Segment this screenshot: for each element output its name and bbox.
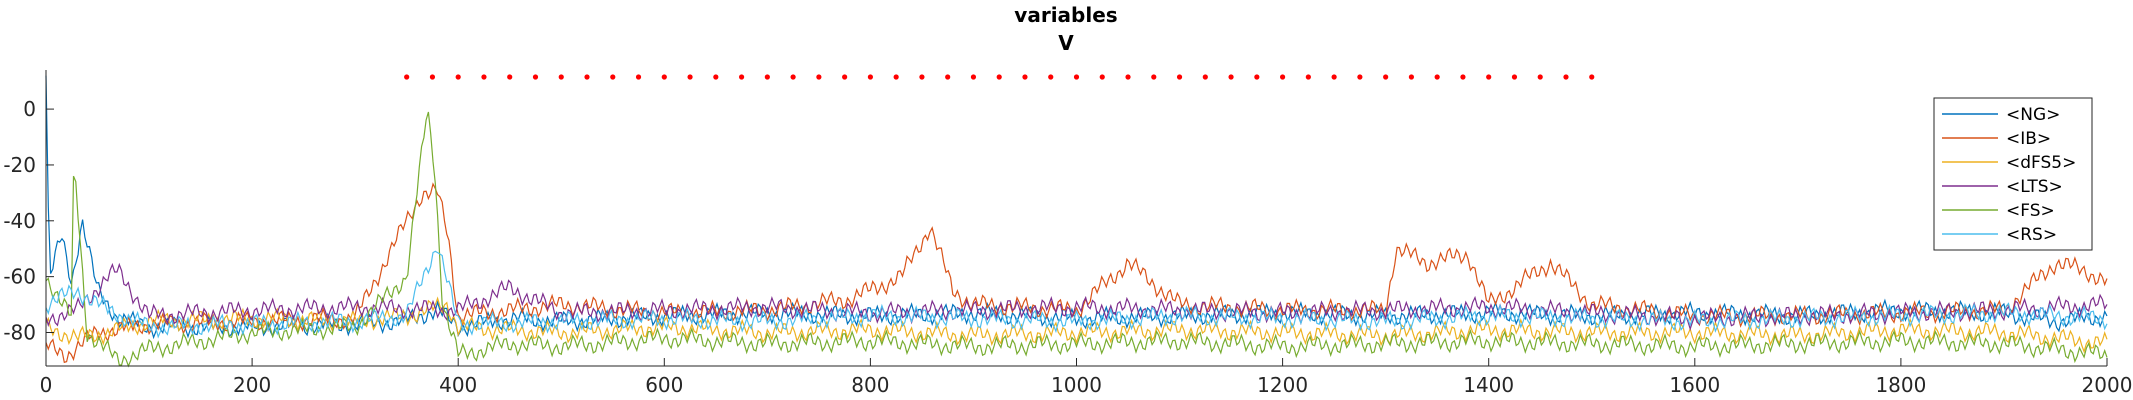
marker-dot <box>738 74 745 80</box>
series-line <box>45 75 2108 340</box>
marker-dot <box>945 74 951 80</box>
marker-dot <box>481 74 487 80</box>
x-tick-label: 1200 <box>1257 373 1308 397</box>
marker-dot <box>764 74 770 80</box>
y-tick-label: -20 <box>3 153 36 177</box>
marker-dot <box>1563 74 1569 80</box>
marker-dot <box>1331 74 1337 80</box>
marker-dot <box>1280 74 1286 80</box>
legend-label: <dFS5> <box>2006 153 2076 173</box>
legend-label: <FS> <box>2006 201 2055 221</box>
marker-dot <box>661 74 667 80</box>
marker-dot <box>919 74 925 80</box>
marker-dot <box>1408 74 1415 80</box>
marker-dot <box>1537 74 1543 80</box>
marker-dot <box>404 74 410 80</box>
y-tick-label: -40 <box>3 209 36 233</box>
marker-dot <box>790 74 796 80</box>
axes-layer: 0 200 400 600 800 1000 1200 1400 1600 1800 2000 0 -2… <box>3 70 2132 397</box>
marker-dot <box>713 74 719 80</box>
plot-area: 0 200 400 600 800 1000 1200 1400 1600 1800 2000 0 -2… <box>3 70 2132 397</box>
series-layer <box>45 75 2108 368</box>
marker-dot <box>1073 74 1080 80</box>
marker-dot <box>816 74 822 80</box>
legend-label: <IB> <box>2006 129 2051 149</box>
marker-dot <box>1048 74 1054 80</box>
marker-dot <box>1228 74 1234 80</box>
marker-dot <box>1254 74 1260 80</box>
marker-dot <box>970 74 977 80</box>
marker-dot <box>507 74 513 80</box>
marker-dot <box>1486 74 1492 80</box>
marker-dot <box>1460 74 1466 80</box>
marker-dot <box>1434 74 1440 80</box>
marker-dot <box>1202 74 1208 80</box>
x-tick-label: 800 <box>851 373 889 397</box>
marker-dot <box>1383 74 1389 80</box>
x-tick-label: 1400 <box>1463 373 1514 397</box>
marker-dot <box>842 74 848 80</box>
marker-dot <box>1305 74 1311 80</box>
chart-title: variables <box>1014 3 1117 27</box>
series-line <box>45 111 2108 368</box>
marker-dot <box>1125 74 1131 80</box>
y-tick-label: -60 <box>3 265 36 289</box>
x-tick-label: 1000 <box>1051 373 1102 397</box>
legend-label: <NG> <box>2006 105 2060 125</box>
marker-dot <box>867 74 874 80</box>
marker-dot <box>455 74 461 80</box>
marker-dot <box>1511 74 1518 80</box>
marker-dot <box>1022 74 1028 80</box>
y-tick-label: -80 <box>3 320 36 344</box>
marker-dot <box>996 74 1002 80</box>
marker-dot <box>532 74 539 80</box>
x-tick-label: 600 <box>645 373 683 397</box>
marker-dot <box>687 74 693 80</box>
legend: <NG> <IB> <dFS5> <LTS> <FS> <RS> <box>1933 97 2093 251</box>
x-tick-label: 200 <box>233 373 271 397</box>
x-tick-label: 1600 <box>1669 373 1720 397</box>
marker-dot <box>1589 74 1595 80</box>
marker-dot <box>635 74 642 80</box>
chart-subtitle: V <box>1058 31 1074 55</box>
series-line <box>45 250 2108 339</box>
marker-dot <box>1151 74 1157 80</box>
marker-dot <box>558 74 564 80</box>
marker-dot <box>584 74 590 80</box>
marker-dot <box>1357 74 1363 80</box>
marker-dot <box>610 74 616 80</box>
series-line <box>45 296 2108 354</box>
x-tick-label: 0 <box>40 373 53 397</box>
legend-label: <LTS> <box>2006 177 2063 197</box>
marker-dot <box>429 74 436 80</box>
legend-box <box>1933 97 2093 251</box>
marker-dot <box>1099 74 1105 80</box>
marker-layer <box>404 74 1595 80</box>
x-tick-label: 400 <box>439 373 477 397</box>
marker-dot <box>893 74 899 80</box>
series-line <box>45 262 2108 331</box>
legend-label: <RS> <box>2006 225 2057 245</box>
x-tick-label: 2000 <box>2082 373 2133 397</box>
y-tick-label: 0 <box>23 97 36 121</box>
series-line <box>45 182 2108 364</box>
x-tick-label: 1800 <box>1875 373 1926 397</box>
marker-dot <box>1176 74 1183 80</box>
